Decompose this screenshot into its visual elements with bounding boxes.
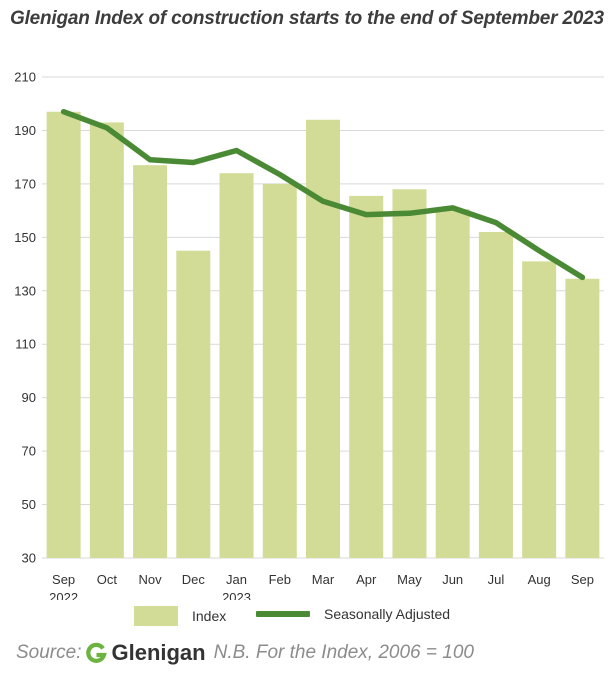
seasonally-adjusted-line	[60, 108, 586, 281]
x-axis-ticks: Sep 2022 Oct Nov Dec Jan 2023 Feb Mar Apr May Jun Ju…	[49, 572, 594, 600]
x-tick-label: Nov	[139, 572, 163, 587]
x-tick-label: Oct	[97, 572, 118, 587]
bar-index-10	[478, 231, 513, 558]
y-tick-label: 110	[15, 337, 36, 352]
x-tick-label: Sep	[52, 572, 75, 587]
y-tick-label: 190	[14, 123, 36, 138]
x-tick-label: May	[397, 572, 422, 587]
bar-index-4	[219, 173, 254, 558]
bar-index-8	[392, 189, 427, 558]
y-tick-label: 150	[14, 230, 36, 245]
x-tick-label: Sep	[571, 572, 594, 587]
chart-footer: Source: Glenigan N.B. For the Index, 200…	[16, 640, 474, 666]
chart-plot: 30 50 70 90 110 130 150 170 190 210 Sep 2022 Oct Nov…	[14, 70, 604, 600]
chart-legend: Index Seasonally Adjusted	[0, 606, 614, 632]
index-bars	[46, 111, 600, 559]
bar-index-5	[262, 183, 297, 558]
y-tick-label: 30	[22, 551, 36, 566]
legend-swatch-seasonally-adjusted	[256, 611, 310, 617]
x-tick-label: Dec	[182, 572, 206, 587]
brand-name: Glenigan	[111, 640, 206, 665]
bar-index-1	[89, 122, 124, 558]
bar-index-3	[176, 250, 211, 558]
seasonally-adjusted-line-group	[60, 108, 586, 281]
x-tick-label: Jul	[488, 572, 505, 587]
glenigan-logo-icon	[86, 642, 108, 663]
x-tick-label: Jun	[442, 572, 463, 587]
legend-label-index: Index	[192, 608, 227, 624]
x-tick-label: Mar	[312, 572, 335, 587]
chart-title: Glenigan Index of construction starts to…	[10, 8, 604, 29]
x-tick-label: Feb	[269, 572, 291, 587]
bar-index-12	[565, 278, 600, 558]
legend-label-seasonally-adjusted: Seasonally Adjusted	[324, 606, 451, 622]
y-tick-label: 210	[14, 70, 36, 85]
y-tick-label: 50	[22, 497, 36, 512]
x-tick-year-label: 2023	[222, 590, 251, 600]
y-tick-label: 90	[22, 390, 36, 405]
x-tick-label: Jan	[226, 572, 247, 587]
legend-item-seasonally-adjusted: Seasonally Adjusted	[256, 606, 450, 622]
y-tick-label: 70	[22, 444, 36, 459]
x-tick-label: Apr	[356, 572, 377, 587]
legend-item-index: Index	[134, 606, 226, 626]
x-tick-year-label: 2022	[49, 590, 78, 600]
bar-index-2	[133, 165, 168, 558]
y-tick-label: 130	[14, 283, 36, 298]
y-tick-label: 170	[14, 176, 36, 191]
bar-index-7	[349, 195, 384, 559]
x-tick-label: Aug	[528, 572, 551, 587]
bar-index-6	[306, 119, 340, 558]
index-note: N.B. For the Index, 2006 = 100	[213, 642, 474, 663]
source-label: Source:	[16, 642, 82, 663]
bar-index-0	[46, 111, 81, 558]
y-axis-ticks: 30 50 70 90 110 130 150 170 190 210	[14, 70, 36, 566]
bar-index-11	[522, 261, 557, 558]
bar-index-9	[435, 209, 470, 558]
legend-swatch-index	[134, 606, 178, 626]
